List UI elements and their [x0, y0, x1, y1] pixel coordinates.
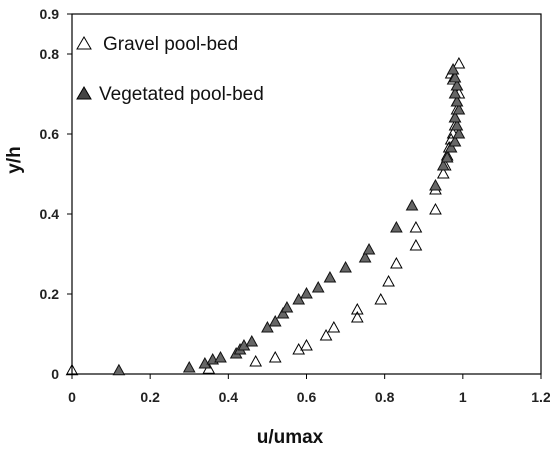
y-tick-label: 0.4 — [40, 206, 60, 222]
gravel-data-point — [292, 342, 306, 355]
gravel-data-point — [409, 220, 423, 233]
y-axis-title: y/h — [4, 146, 25, 173]
vegetated-data-point — [292, 292, 306, 305]
vegetated-data-point — [405, 198, 419, 211]
gravel-data-point — [300, 338, 313, 351]
vegetated-data-point — [436, 158, 450, 171]
vegetated-data-point — [182, 360, 196, 373]
y-tick-label: 0.9 — [40, 6, 60, 22]
vegetated-data-point — [323, 270, 337, 283]
data-points — [65, 56, 466, 376]
legend-marker-gravel — [76, 36, 92, 50]
gravel-data-point — [65, 363, 79, 376]
vegetated-data-point — [300, 286, 313, 299]
legend-marker-vegetated — [76, 86, 92, 100]
vegetated-data-point — [245, 334, 259, 347]
y-tick-label: 0.8 — [40, 46, 60, 62]
gravel-data-point — [390, 256, 403, 269]
gravel-data-point — [249, 354, 263, 367]
vegetated-data-point — [311, 280, 325, 293]
x-tick-label: 0.2 — [140, 389, 160, 405]
vegetated-data-point — [390, 220, 403, 233]
x-tick-label: 0.8 — [375, 389, 395, 405]
x-tick-label: 1.2 — [531, 389, 550, 405]
gravel-data-point — [350, 310, 364, 323]
legend-label-gravel: Gravel pool-bed — [103, 34, 238, 55]
legend-label-vegetated: Vegetated pool-bed — [99, 84, 264, 105]
vegetated-data-point — [450, 94, 464, 107]
x-tick-label: 0.4 — [219, 389, 239, 405]
vegetated-data-point — [214, 350, 227, 363]
gravel-data-point — [436, 166, 450, 179]
gravel-data-point — [268, 350, 282, 363]
vegetated-data-point — [444, 140, 458, 153]
plot-area — [71, 13, 542, 375]
vegetated-data-point — [429, 178, 442, 191]
gravel-data-point — [319, 328, 333, 341]
vegetated-data-point — [276, 306, 290, 319]
y-tick-label: 0.2 — [40, 286, 60, 302]
vegetated-data-point — [358, 250, 372, 263]
x-axis-ticks: 0 0.2 0.4 0.6 0.8 1 1.2 — [68, 374, 550, 405]
vegetated-data-point — [452, 126, 466, 139]
vegetated-data-point — [450, 118, 464, 131]
gravel-data-point — [452, 56, 466, 69]
vegetated-data-point — [339, 260, 352, 273]
gravel-data-point — [429, 202, 442, 215]
y-tick-label: 0.6 — [40, 126, 60, 142]
x-tick-label: 0 — [68, 389, 76, 405]
vegetated-data-point — [112, 363, 126, 376]
vegetated-data-point — [440, 150, 454, 163]
gravel-data-point — [409, 238, 423, 251]
vegetated-data-point — [450, 78, 464, 91]
vegetated-data-point — [446, 62, 460, 75]
vegetated-data-point — [362, 242, 376, 255]
vegetated-data-point — [448, 70, 462, 83]
vegetated-data-point — [452, 102, 466, 115]
vegetated-data-point — [448, 110, 462, 123]
x-axis-title: u/umax — [257, 427, 324, 448]
gravel-data-point — [374, 292, 388, 305]
y-tick-label: 0 — [51, 366, 59, 382]
x-tick-label: 0.6 — [297, 389, 317, 405]
gravel-data-point — [350, 302, 364, 315]
gravel-data-point — [327, 320, 341, 333]
gravel-data-point — [382, 274, 395, 287]
legend: Gravel pool-bed Vegetated pool-bed — [76, 34, 264, 105]
vegetated-data-point — [268, 314, 282, 327]
vegetated-data-point — [280, 300, 294, 313]
y-axis-ticks: 0 0.2 0.4 0.6 0.8 0.9 — [40, 6, 72, 382]
x-tick-label: 1 — [459, 389, 467, 405]
vegetated-data-point — [448, 134, 462, 147]
vegetated-data-point — [261, 320, 274, 333]
vegetated-data-point — [448, 86, 462, 99]
